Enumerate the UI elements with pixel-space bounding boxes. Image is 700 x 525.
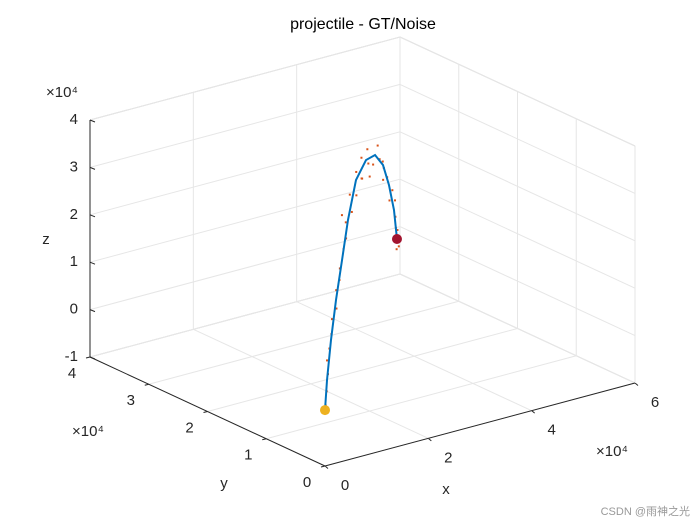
noise-point <box>360 156 363 159</box>
noise-point <box>344 221 347 224</box>
noise-point <box>335 307 338 310</box>
grid-line <box>266 355 577 440</box>
noise-point <box>372 163 375 166</box>
noise-point <box>360 177 363 180</box>
tick-mark <box>89 214 96 218</box>
x-tick-label: 2 <box>444 449 452 466</box>
y-axis-label: y <box>220 475 228 492</box>
x-tick-label: 0 <box>341 477 349 494</box>
tick-mark <box>85 356 91 359</box>
noise-point <box>395 248 398 251</box>
watermark: CSDN @雨神之光 <box>601 504 690 518</box>
noise-point <box>366 148 369 151</box>
noise-point <box>381 160 384 163</box>
x-axis-label: x <box>442 481 450 498</box>
grid-line <box>399 226 636 337</box>
grid-line <box>399 273 636 384</box>
noise-point <box>330 318 333 321</box>
grid-line <box>148 300 459 385</box>
chart-title: projectile - GT/Noise <box>290 16 436 33</box>
grid-line <box>89 83 401 168</box>
tick-mark <box>428 437 432 442</box>
tick-mark <box>89 166 96 170</box>
z-tick-label: 0 <box>70 301 78 318</box>
noise-point <box>391 189 394 192</box>
z-tick-label: 4 <box>70 111 78 128</box>
noise-point <box>355 170 358 173</box>
tick-mark <box>324 465 329 469</box>
grid-line <box>89 131 401 216</box>
z-exponent: ×10⁴ <box>46 84 78 101</box>
y-axis-line <box>89 356 326 467</box>
y-tick-label: 4 <box>68 365 76 382</box>
end-marker <box>391 233 402 244</box>
x-axis-line <box>324 382 636 467</box>
noise-point <box>397 245 400 248</box>
grid-line <box>399 36 636 147</box>
z-tick-label: 3 <box>70 158 78 175</box>
z-tick-label: 1 <box>70 253 78 270</box>
z-tick-label: 2 <box>70 206 78 223</box>
noise-point <box>348 193 351 196</box>
grid-line <box>89 36 401 121</box>
x-exponent: ×10⁴ <box>596 443 628 460</box>
y-tick-label: 2 <box>185 419 193 436</box>
noise-point <box>355 194 358 197</box>
noise-point <box>367 162 370 165</box>
noise-point <box>350 210 353 213</box>
tick-mark <box>89 119 96 123</box>
tick-mark <box>89 309 96 313</box>
y-tick-label: 1 <box>244 447 252 464</box>
y-tick-label: 3 <box>127 392 135 409</box>
noise-point <box>388 199 391 202</box>
grid-line <box>89 273 401 358</box>
grid-line <box>89 226 401 311</box>
noise-point <box>382 178 385 181</box>
tick-mark <box>634 382 639 386</box>
tick-mark <box>531 410 535 414</box>
gt-line <box>324 153 398 411</box>
y-tick-label: 0 <box>303 474 311 491</box>
grid-line <box>399 131 636 242</box>
noise-point <box>396 228 399 231</box>
noise-point <box>335 289 338 292</box>
noise-point <box>340 214 343 217</box>
grid-line <box>399 178 636 289</box>
grid-line <box>89 178 401 263</box>
tick-mark <box>89 261 96 265</box>
noise-point <box>376 144 379 147</box>
noise-point <box>368 175 371 178</box>
noise-point <box>394 199 397 202</box>
z-tick-label: -1 <box>65 348 78 365</box>
y-exponent: ×10⁴ <box>72 423 104 440</box>
x-tick-label: 4 <box>547 422 555 439</box>
grid-line <box>207 328 518 412</box>
grid-line <box>399 83 636 194</box>
x-tick-label: 6 <box>651 394 659 411</box>
z-axis-label: z <box>42 231 50 248</box>
start-marker <box>320 405 330 416</box>
noise-point <box>326 359 329 362</box>
